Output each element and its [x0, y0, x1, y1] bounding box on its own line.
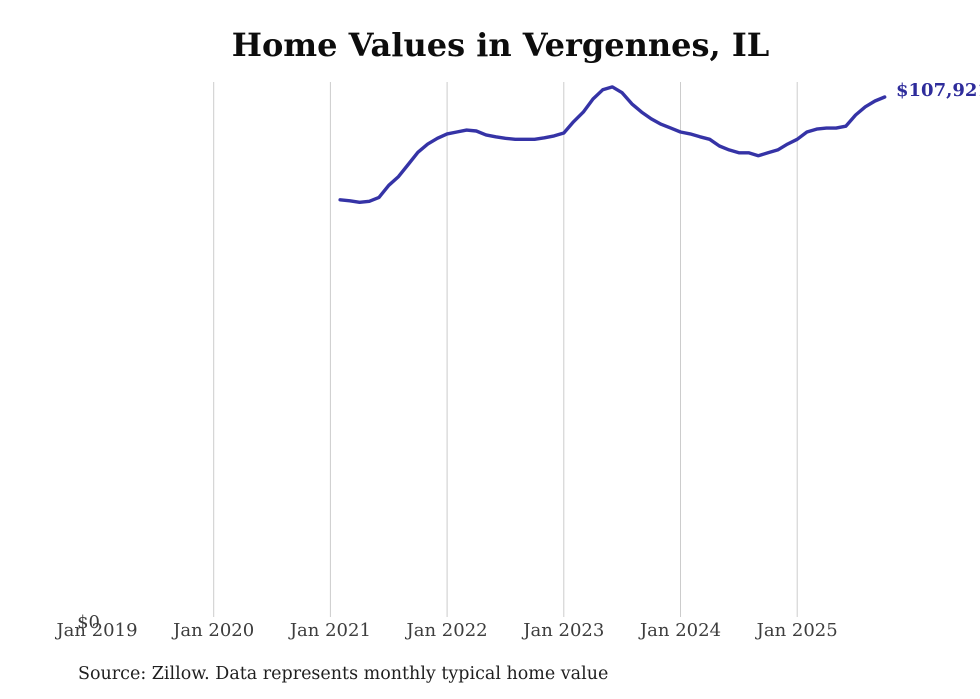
line-chart-plot: [213, 82, 887, 617]
latest-value-label: $107,921: [896, 80, 980, 101]
chart-title: Home Values in Vergennes, IL: [231, 26, 770, 64]
x-tick-label: Jan 2023: [523, 620, 605, 641]
x-tick-label: Jan 2024: [639, 620, 722, 641]
source-note: Source: Zillow. Data represents monthly …: [78, 664, 609, 684]
x-tick-label: Jan 2022: [406, 620, 488, 641]
x-tick-label: Jan 2021: [289, 620, 371, 641]
x-tick-label: Jan 2020: [173, 620, 255, 641]
x-tick-label: Jan 2019: [56, 620, 138, 641]
y-axis-zero-label: $0: [77, 612, 100, 633]
x-tick-label: Jan 2025: [756, 620, 838, 641]
home-value-line: [338, 85, 887, 204]
